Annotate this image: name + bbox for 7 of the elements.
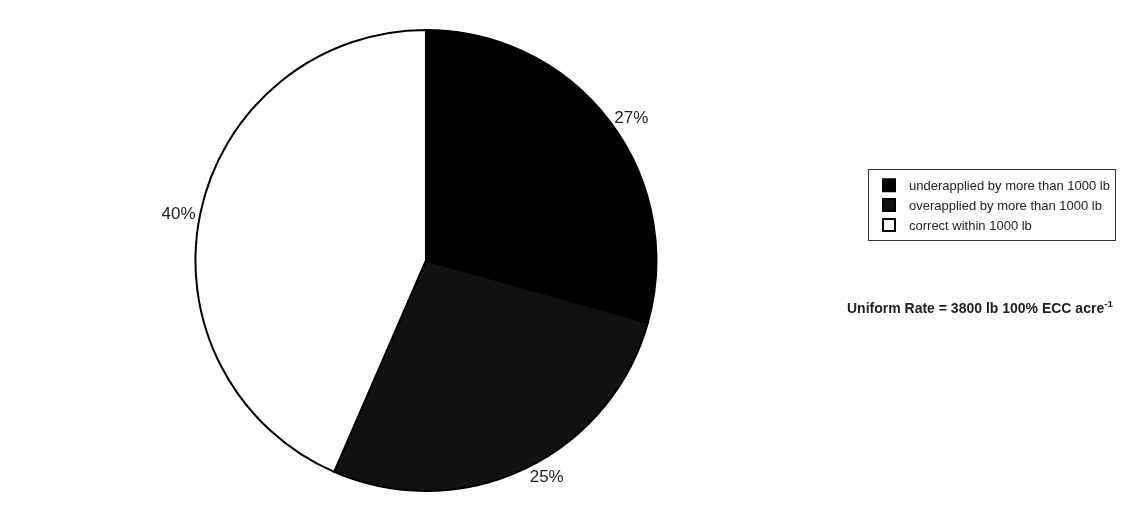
text: Uniform Rate = 3800 lb 100% ECC acre$^{-1}$ xyxy=(847,298,1114,316)
legend-label: correct within 1000 lb xyxy=(909,218,1032,233)
legend-label: underapplied by more than 1000 lb xyxy=(909,178,1110,194)
data-label: 25% xyxy=(529,466,564,486)
data-label: 40% xyxy=(161,203,196,223)
data-label: 27% xyxy=(614,108,649,128)
legend-label: overapplied by more than 1000 lb xyxy=(909,198,1102,214)
